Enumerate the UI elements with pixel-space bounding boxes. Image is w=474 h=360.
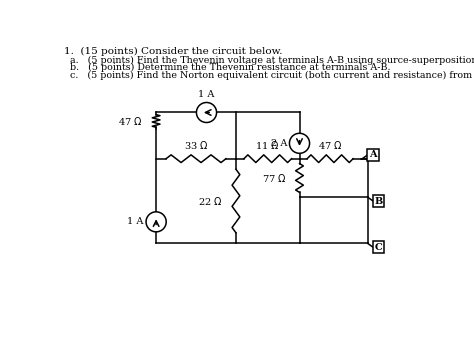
Text: A: A [369, 150, 377, 159]
Text: 1.  (15 points) Consider the circuit below.: 1. (15 points) Consider the circuit belo… [64, 47, 283, 56]
Text: C: C [374, 243, 383, 252]
Text: 77 $\Omega$: 77 $\Omega$ [262, 172, 286, 184]
Circle shape [146, 212, 166, 232]
FancyBboxPatch shape [367, 149, 379, 161]
Text: 47 $\Omega$: 47 $\Omega$ [318, 139, 342, 151]
Circle shape [290, 133, 310, 153]
Text: a.   (5 points) Find the Thevenin voltage at terminals A-B using source-superpos: a. (5 points) Find the Thevenin voltage … [70, 55, 474, 65]
Text: B: B [374, 197, 383, 206]
FancyBboxPatch shape [373, 242, 384, 253]
FancyBboxPatch shape [373, 195, 384, 207]
Text: 2 A: 2 A [271, 139, 287, 148]
Text: b.   (5 points) Determine the Thevenin resistance at terminals A-B.: b. (5 points) Determine the Thevenin res… [70, 63, 391, 72]
Text: 1 A: 1 A [128, 217, 144, 226]
Text: 1 A: 1 A [198, 90, 215, 99]
Text: 33 $\Omega$: 33 $\Omega$ [184, 139, 208, 151]
Text: 47 $\Omega$: 47 $\Omega$ [118, 115, 143, 127]
Text: 11 $\Omega$: 11 $\Omega$ [255, 139, 280, 151]
Circle shape [196, 103, 217, 122]
Text: 22 $\Omega$: 22 $\Omega$ [198, 195, 223, 207]
Text: c.   (5 points) Find the Norton equivalent circuit (both current and resistance): c. (5 points) Find the Norton equivalent… [70, 71, 474, 80]
